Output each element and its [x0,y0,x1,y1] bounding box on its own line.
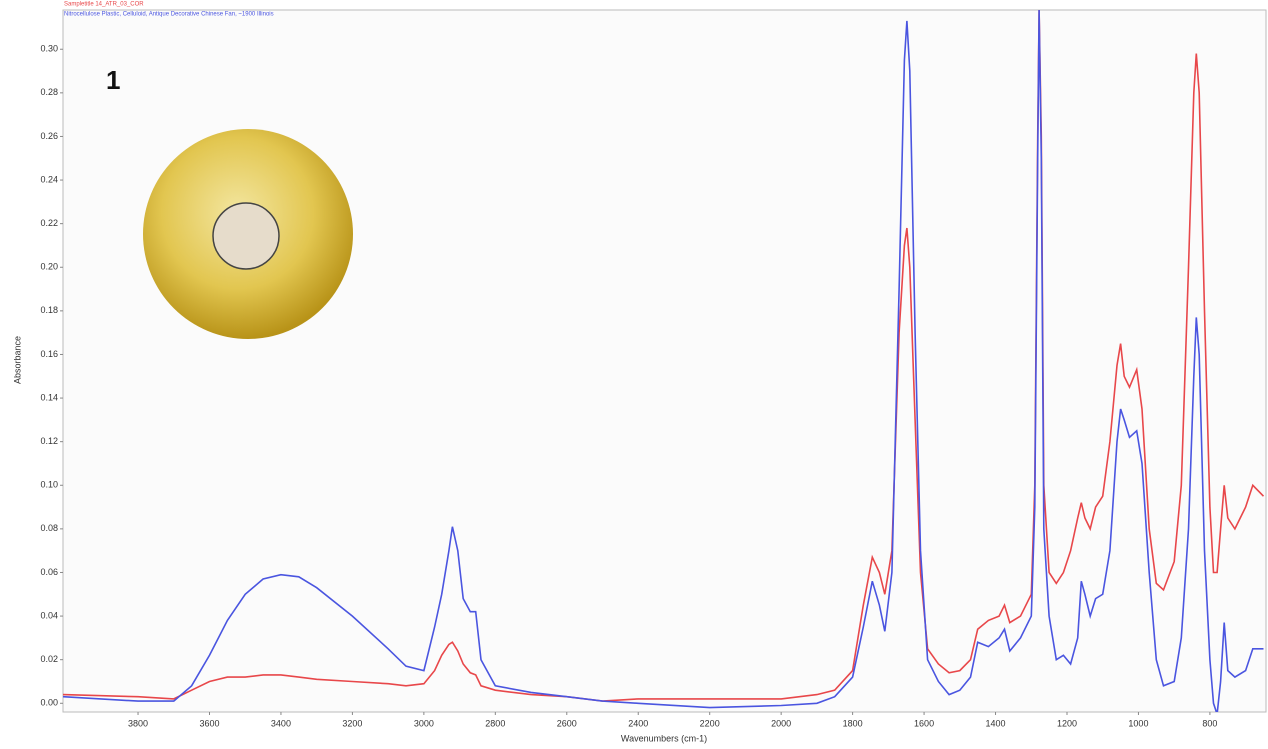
y-tick-label: 0.10 [40,480,58,490]
x-tick-label: 3400 [271,718,291,728]
x-tick-label: 1000 [1128,718,1148,728]
legend-entry: Nitrocellulose Plastic, Celluloid, Antiq… [64,12,274,18]
y-tick-label: 0.30 [40,44,58,54]
y-tick-label: 0.22 [40,218,58,228]
y-tick-label: 0.14 [40,392,58,402]
spectrum-line [63,10,1265,702]
y-tick-label: 0.18 [40,305,58,315]
x-tick-label: 3200 [342,718,362,728]
y-tick-label: 0.00 [40,698,58,708]
x-axis-label: Wavenumbers (cm-1) [621,733,707,743]
y-tick-label: 0.04 [40,610,58,620]
plot-area [62,9,1267,713]
annotation: 1 [106,65,120,95]
spectrum-line [63,10,1264,712]
x-tick-label: 1600 [914,718,934,728]
y-tick-label: 0.24 [40,174,58,184]
y-tick-label: 0.08 [40,523,58,533]
x-tick-label: 3800 [128,718,148,728]
y-axis-label: Absorbance [12,336,22,384]
y-tick-label: 0.16 [40,349,58,359]
x-tick-label: 800 [1202,718,1217,728]
x-tick-label: 1800 [843,718,863,728]
x-tick-label: 2000 [771,718,791,728]
y-tick-label: 0.12 [40,436,58,446]
y-tick-label: 0.06 [40,567,58,577]
x-tick-label: 2800 [485,718,505,728]
x-tick-label: 3600 [199,718,219,728]
y-tick-label: 0.02 [40,654,58,664]
x-tick-label: 2600 [557,718,577,728]
x-tick-label: 3000 [414,718,434,728]
legend-entry: Sampletitle 14_ATR_03_COR [64,2,144,8]
y-tick-label: 0.20 [40,262,58,272]
y-tick-label: 0.28 [40,87,58,97]
x-tick-label: 2400 [628,718,648,728]
x-tick-label: 1200 [1057,718,1077,728]
x-tick-label: 1400 [986,718,1006,728]
sample-photo-center [212,202,280,270]
x-tick-label: 2200 [700,718,720,728]
y-tick-label: 0.26 [40,131,58,141]
